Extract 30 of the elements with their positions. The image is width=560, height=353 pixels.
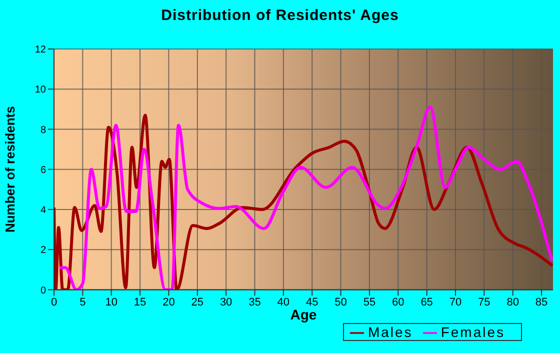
chart-title: Distribution of Residents' Ages [160,7,400,24]
x-axis-title: Age [290,306,317,323]
x-tick-label: 55 [363,296,376,309]
x-tick-label: 30 [220,296,232,309]
y-tick-label: 10 [34,84,46,96]
y-tick-label: 0 [40,285,46,296]
x-tick-label: 0 [50,296,58,309]
y-tick-label: 8 [40,124,46,136]
x-tick-label: 15 [134,296,146,309]
x-tick-label: 80 [506,296,519,309]
y-tick-label: 2 [40,245,46,256]
y-tick-label: 6 [40,164,46,176]
legend-label: Males [368,324,413,340]
x-tick-label: 75 [478,296,490,309]
x-tick-label: 35 [248,296,261,309]
x-tick-label: 60 [392,296,404,309]
x-tick-label: 50 [334,296,347,309]
x-tick-label: 10 [105,296,118,309]
x-tick-label: 5 [80,296,86,309]
legend-label: Females [440,324,505,340]
y-tick-label: 4 [40,205,46,216]
x-tick-label: 25 [191,296,204,309]
x-tick-label: 40 [277,296,290,309]
x-tick-label: 85 [535,296,548,309]
y-axis-title: Number of residents [2,106,18,233]
x-tick-label: 45 [306,296,318,309]
x-tick-label: 65 [420,296,433,309]
x-tick-label: 20 [162,296,175,309]
y-tick-label: 12 [34,44,46,56]
x-tick-label: 70 [449,296,462,309]
